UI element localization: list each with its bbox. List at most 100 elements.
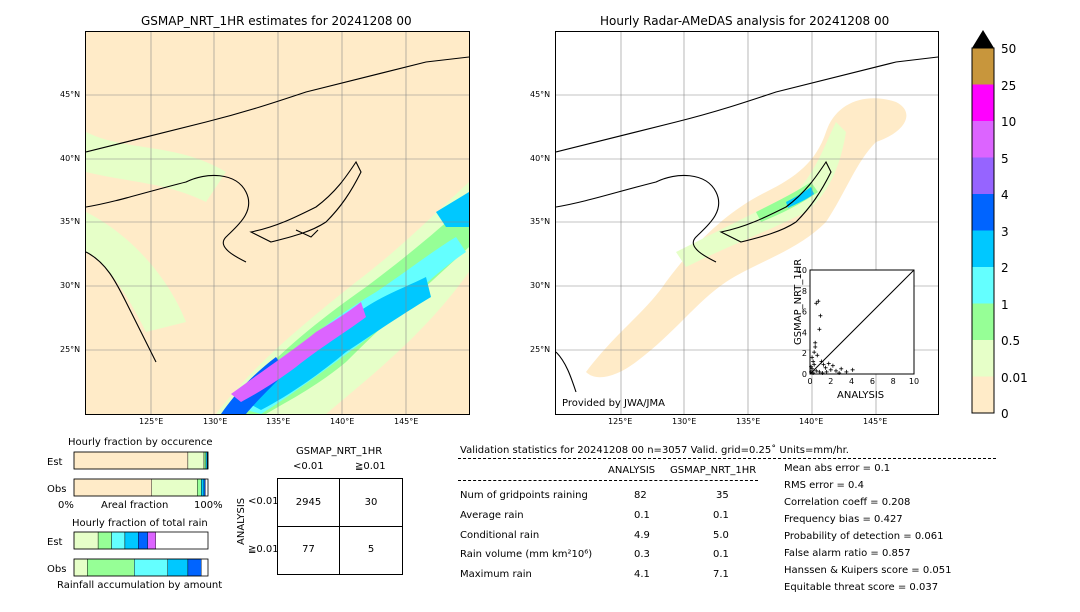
validation-col-analysis: ANALYSIS — [608, 465, 656, 476]
contingency-col-lt: <0.01 — [293, 461, 324, 472]
colorbar-label-0: 0 — [1001, 407, 1009, 421]
scatter-ylabel: GSMAP_NRT_1HR — [793, 258, 804, 345]
totalrain-bar-segment — [87, 558, 135, 577]
score-ets: Equitable threat score = 0.037 — [784, 582, 939, 593]
scatter-ytick: 2 — [802, 349, 807, 358]
contingency-table: 2945 30 77 5 — [277, 478, 403, 575]
scatter-point — [823, 365, 828, 370]
scatter-point — [837, 370, 842, 375]
totalrain-obs-label: Obs — [47, 564, 67, 575]
scatter-point — [811, 359, 816, 364]
scatter-xtick: 8 — [891, 377, 896, 386]
scatter-ytick: 10 — [797, 266, 807, 275]
stat-label-gridpoints: Num of gridpoints raining — [460, 490, 588, 501]
scatter-ytick: 8 — [802, 287, 807, 296]
left-lat-30: 30°N — [60, 281, 81, 290]
contingency-cell-11: 2945 — [295, 497, 322, 508]
stat-gsmap-gridpoints: 35 — [716, 490, 729, 501]
left-map-rain-field — [86, 32, 469, 414]
colorbar-label-50: 50 — [1001, 42, 1017, 56]
totalrain-bars — [73, 531, 209, 577]
scatter-point — [817, 369, 822, 374]
colorbar-segment — [972, 121, 994, 158]
right-lat-40: 40°N — [530, 154, 551, 163]
occurrence-bar-segment — [205, 451, 208, 470]
occurrence-est-label: Est — [47, 457, 63, 468]
colorbar-segment — [972, 303, 994, 340]
scatter-plot: 0 2 4 6 8 10 0 2 4 6 8 10 — [797, 266, 919, 386]
right-lat-30: 30°N — [530, 281, 551, 290]
totalrain-est-label: Est — [47, 537, 63, 548]
stat-gsmap-maximum: 7.1 — [713, 569, 729, 580]
scatter-point — [821, 362, 826, 367]
colorbar-segment — [972, 84, 994, 121]
colorbar-label-0-5: 0.5 — [1001, 334, 1021, 348]
right-lon-140: 140°E — [799, 417, 824, 426]
scatter-point — [810, 355, 815, 360]
occurrence-bar-frame — [73, 451, 209, 470]
contingency-cell-21: 77 — [302, 544, 315, 555]
scatter-point — [824, 369, 829, 374]
scatter-point — [817, 327, 822, 332]
stat-gsmap-average: 0.1 — [713, 510, 729, 521]
colorbar-label-10: 10 — [1001, 115, 1017, 129]
colorbar-segment — [972, 48, 994, 85]
colorbar-label-4: 4 — [1001, 188, 1009, 202]
right-map-credit: Provided by JWA/JMA — [562, 398, 665, 409]
contingency-row-ge: ≧0.01 — [248, 544, 279, 555]
scatter-point — [830, 363, 835, 368]
score-mae: Mean abs error = 0.1 — [784, 463, 891, 474]
totalrain-bar-segment — [138, 531, 148, 550]
validation-col-gsmap: GSMAP_NRT_1HR — [670, 465, 757, 476]
scatter-point — [816, 299, 821, 304]
scatter-inset: 0 2 4 6 8 10 0 2 4 6 8 10 — [780, 264, 920, 404]
scatter-point — [815, 353, 820, 358]
colorbar-segment — [972, 157, 994, 194]
contingency-cell-12: 30 — [364, 497, 378, 508]
totalrain-bar-segment — [111, 531, 126, 550]
colorbar-label-2: 2 — [1001, 261, 1009, 275]
score-correlation: Correlation coeff = 0.208 — [784, 497, 911, 508]
totalrain-bar-segment — [97, 531, 112, 550]
score-pod: Probability of detection = 0.061 — [784, 531, 944, 542]
scatter-point — [813, 344, 818, 349]
scatter-point — [813, 340, 818, 345]
contingency-col-ge: ≧0.01 — [355, 461, 386, 472]
right-lon-130: 130°E — [672, 417, 697, 426]
right-lat-25: 25°N — [530, 345, 551, 354]
stat-label-average: Average rain — [460, 510, 524, 521]
validation-divider-top — [458, 458, 996, 459]
occurrence-bars — [73, 451, 209, 497]
scatter-xtick: 0 — [807, 377, 812, 386]
scatter-point — [814, 301, 819, 306]
occurrence-bar-segment — [73, 451, 189, 470]
right-map-title: Hourly Radar-AMeDAS analysis for 2024120… — [600, 14, 890, 28]
occurrence-tick-0: 0% — [58, 500, 74, 511]
colorbar — [971, 30, 995, 414]
totalrain-bar-frame — [73, 558, 209, 577]
scatter-point — [820, 370, 825, 375]
scatter-point — [812, 362, 817, 367]
validation-header: Validation statistics for 20241208 00 n=… — [460, 445, 849, 456]
scatter-point — [819, 359, 824, 364]
totalrain-bar-segment — [167, 558, 189, 577]
totalrain-bar-segment — [73, 531, 99, 550]
occurrence-title: Hourly fraction by occurence — [68, 437, 213, 448]
scatter-ytick: 6 — [802, 308, 807, 317]
totalrain-bar-segment — [134, 558, 168, 577]
left-lon-135: 135°E — [266, 417, 291, 426]
occurrence-bar-segment — [151, 478, 198, 497]
scatter-ytick: 0 — [802, 370, 807, 379]
scatter-point — [839, 366, 844, 371]
occurrence-bar-frame — [73, 478, 209, 497]
left-lat-45: 45°N — [60, 90, 81, 99]
colorbar-segment — [972, 194, 994, 231]
stat-label-conditional: Conditional rain — [460, 530, 540, 541]
occurrence-obs-label: Obs — [47, 484, 67, 495]
colorbar-label-1: 1 — [1001, 298, 1009, 312]
scatter-xtick: 2 — [828, 377, 833, 386]
score-rmse: RMS error = 0.4 — [784, 480, 864, 491]
score-hk: Hanssen & Kuipers score = 0.051 — [784, 565, 952, 576]
scatter-point — [810, 366, 815, 371]
stat-analysis-maximum: 4.1 — [634, 569, 650, 580]
